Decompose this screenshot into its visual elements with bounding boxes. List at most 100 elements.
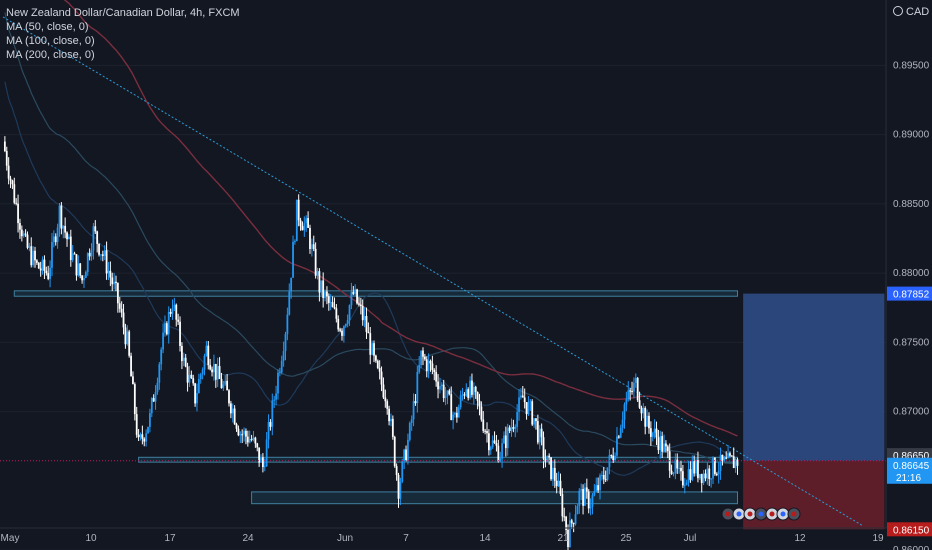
candle-down <box>638 400 641 408</box>
event-marker[interactable] <box>754 507 768 521</box>
candle-down <box>563 516 566 518</box>
price-tag-label: 0.86150 <box>893 525 930 536</box>
candle-up <box>625 399 628 405</box>
candle-down <box>525 402 528 415</box>
candle-down <box>700 474 703 484</box>
candle-down <box>380 371 383 385</box>
candle-down <box>542 437 545 459</box>
candle-up <box>329 302 332 304</box>
support-zone[interactable] <box>138 456 739 463</box>
candle-down <box>75 254 78 276</box>
candle-up <box>280 360 283 373</box>
candle-down <box>3 141 6 152</box>
candle-up <box>557 480 560 487</box>
candle-up <box>126 331 129 345</box>
candle-down <box>540 428 543 438</box>
time-axis[interactable]: May 10 17 24 Jun 7 14 21 25 Jul 12 19 <box>0 527 932 544</box>
candle-up <box>416 372 419 404</box>
candle-up <box>32 250 35 266</box>
candles <box>3 136 739 550</box>
candle-up <box>350 292 353 306</box>
candle-down <box>704 473 707 479</box>
candle-down <box>523 397 526 403</box>
candle-down <box>19 223 21 230</box>
candle-up <box>62 225 65 229</box>
event-marker[interactable] <box>787 507 801 521</box>
candle-up <box>614 455 616 461</box>
candle-up <box>51 241 53 268</box>
candle-up <box>295 199 298 242</box>
candle-down <box>612 455 615 461</box>
candle-up <box>623 404 626 420</box>
candle-down <box>299 220 302 227</box>
stop-zone[interactable] <box>743 460 885 530</box>
candle-down <box>220 378 223 389</box>
support-zone[interactable] <box>251 491 738 505</box>
candle-up <box>410 419 413 424</box>
candle-up <box>533 418 535 425</box>
candle-up <box>182 357 185 362</box>
candle-up <box>271 400 274 427</box>
candle-down <box>391 418 394 437</box>
candle-down <box>665 443 667 447</box>
candle-down <box>81 275 83 281</box>
ma-50-label[interactable]: MA (50, close, 0) <box>6 21 89 33</box>
candle-up <box>401 461 404 482</box>
target-zone[interactable] <box>743 293 885 461</box>
candle-down <box>11 180 14 185</box>
ma-100-label[interactable]: MA (100, close, 0) <box>6 35 95 47</box>
candle-down <box>508 427 511 431</box>
candle-down <box>229 403 232 414</box>
candle-down <box>548 455 551 458</box>
event-markers[interactable] <box>721 507 801 521</box>
candle-down <box>307 218 309 228</box>
candle-down <box>218 366 221 379</box>
time-tick-label: 7 <box>403 533 409 544</box>
price-tick-label: 0.89000 <box>893 130 930 141</box>
candle-down <box>582 488 584 506</box>
ma-50-line <box>4 81 738 476</box>
risk-reward-tool[interactable] <box>743 293 885 530</box>
candle-down <box>397 475 400 499</box>
candle-up <box>239 434 242 436</box>
candle-up <box>84 271 87 278</box>
event-marker[interactable] <box>721 507 735 521</box>
candle-down <box>448 390 451 395</box>
currency-selector[interactable]: CAD <box>893 6 929 18</box>
time-tick-label: 10 <box>85 533 97 544</box>
candle-down <box>666 446 669 452</box>
candle-up <box>734 459 737 469</box>
time-tick-label: 25 <box>620 533 632 544</box>
ma-200-label[interactable]: MA (200, close, 0) <box>6 49 95 61</box>
candle-down <box>482 419 485 431</box>
price-axis[interactable]: 0.89500 0.89000 0.88500 0.88000 0.87500 0.870… <box>885 0 930 550</box>
candle-down <box>382 384 385 398</box>
candle-up <box>167 312 170 335</box>
candle-up <box>616 436 618 456</box>
candle-up <box>224 380 227 385</box>
flag-icon-center <box>791 511 797 517</box>
candle-down <box>43 259 46 271</box>
candle-up <box>71 253 74 260</box>
flag-icon-center <box>736 511 742 517</box>
candle-down <box>455 412 458 418</box>
candle-down <box>433 369 436 373</box>
candle-down <box>661 436 664 452</box>
event-marker[interactable] <box>765 507 779 521</box>
candle-down <box>135 414 138 435</box>
candle-down <box>5 151 8 166</box>
event-marker[interactable] <box>776 507 790 521</box>
candle-up <box>452 414 455 421</box>
candle-down <box>54 236 57 243</box>
event-marker[interactable] <box>743 507 757 521</box>
candle-up <box>459 395 462 408</box>
candle-down <box>98 243 100 255</box>
candle-down <box>423 356 426 360</box>
symbol-title[interactable]: New Zealand Dollar/Canadian Dollar, 4h, … <box>6 7 240 19</box>
candle-up <box>710 478 713 480</box>
candle-up <box>651 432 654 437</box>
candle-down <box>570 520 573 524</box>
flag-icon-center <box>725 511 731 517</box>
event-marker[interactable] <box>732 507 746 521</box>
